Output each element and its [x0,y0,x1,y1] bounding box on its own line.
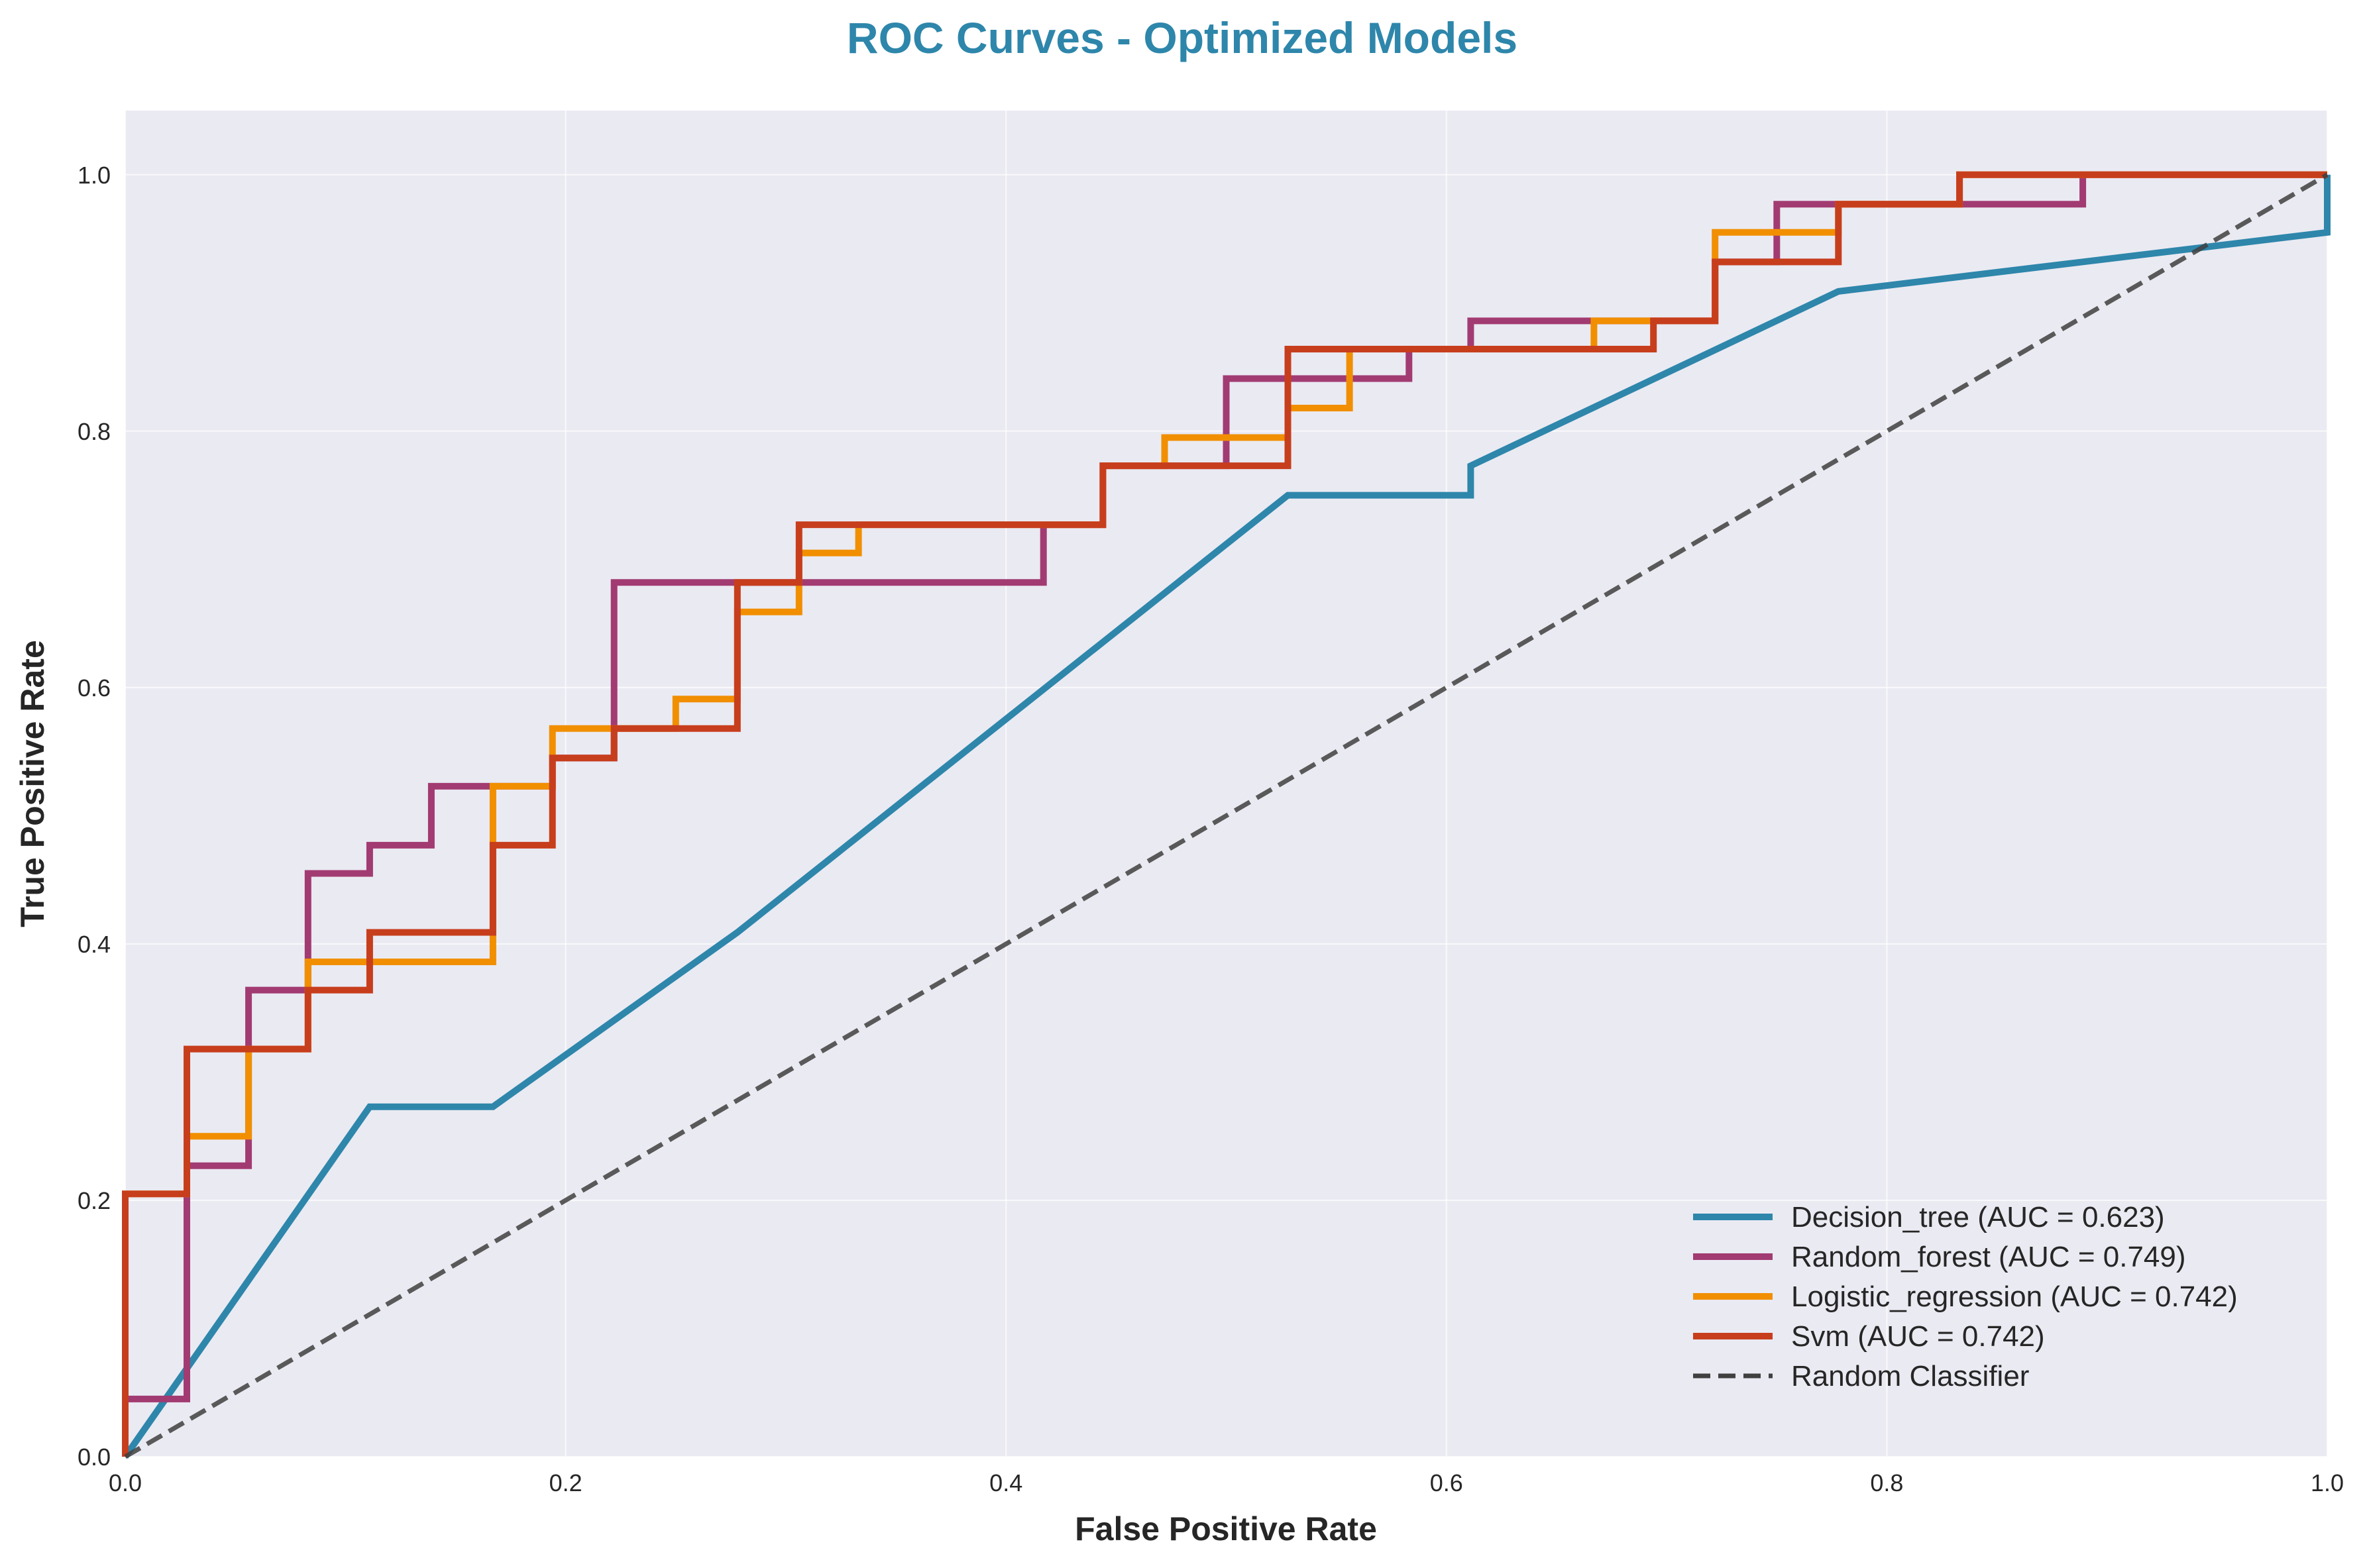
y-tick-label-3: 0.6 [78,674,111,702]
series-line-3 [122,171,2327,1457]
series-layer [122,171,2331,1459]
series-line-0 [122,174,2331,1459]
x-tick-label-2: 0.4 [989,1469,1022,1496]
y-axis-ticks: 0.0 0.2 0.4 0.6 0.8 1.0 [78,162,111,1471]
series-line-4 [124,172,2329,1459]
x-tick-label-0: 0.0 [109,1469,142,1496]
y-tick-label-2: 0.4 [78,931,111,958]
y-tick-label-1: 0.2 [78,1187,111,1214]
y-axis-label: True Positive Rate [14,640,51,927]
x-tick-label-3: 0.6 [1430,1469,1463,1496]
legend-label-2: Logistic_regression (AUC = 0.742) [1791,1281,2238,1313]
legend-label-1: Random_forest (AUC = 0.749) [1791,1241,2186,1273]
legend-label-0: Decision_tree (AUC = 0.623) [1791,1201,2165,1233]
legend-label-4: Random Classifier [1791,1360,2029,1392]
chart-title: ROC Curves - Optimized Models [847,13,1517,62]
y-tick-label-5: 1.0 [78,162,111,189]
legend: Decision_tree (AUC = 0.623) Random_forest… [1693,1201,2238,1392]
x-axis-ticks: 0.0 0.2 0.4 0.6 0.8 1.0 [109,1469,2344,1496]
legend-label-3: Svm (AUC = 0.742) [1791,1320,2045,1353]
x-tick-label-4: 0.8 [1870,1469,1903,1496]
y-tick-label-0: 0.0 [78,1443,111,1471]
x-axis-label: False Positive Rate [1075,1510,1377,1547]
x-tick-label-5: 1.0 [2311,1469,2344,1496]
y-tick-label-4: 0.8 [78,418,111,445]
x-tick-label-1: 0.2 [549,1469,582,1496]
